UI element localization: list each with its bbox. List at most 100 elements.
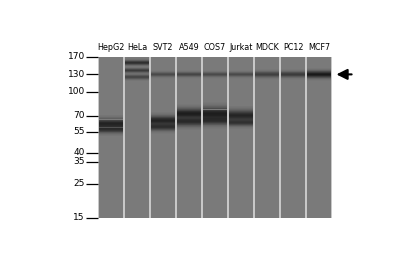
Bar xyxy=(99,127,123,128)
Bar xyxy=(151,121,175,122)
Bar xyxy=(151,128,175,129)
Bar xyxy=(177,57,201,218)
Bar xyxy=(99,123,123,124)
Bar xyxy=(151,119,175,120)
Bar xyxy=(177,112,201,113)
Bar xyxy=(177,123,201,124)
Bar xyxy=(203,105,227,106)
Text: 130: 130 xyxy=(68,70,85,79)
Bar xyxy=(203,106,227,107)
Bar xyxy=(281,57,305,218)
Bar xyxy=(203,103,227,104)
Bar xyxy=(255,57,279,218)
Bar xyxy=(151,57,175,218)
Bar xyxy=(203,118,227,119)
Text: Jurkat: Jurkat xyxy=(229,43,253,52)
Text: HeLa: HeLa xyxy=(127,43,147,52)
Bar xyxy=(177,116,201,117)
Bar xyxy=(229,107,253,108)
Bar xyxy=(203,123,227,124)
Bar xyxy=(177,119,201,120)
Bar xyxy=(99,121,123,122)
Bar xyxy=(151,117,175,118)
Bar xyxy=(151,118,175,119)
Bar xyxy=(203,124,227,125)
Bar xyxy=(99,57,123,218)
Bar xyxy=(99,128,123,129)
Bar xyxy=(177,118,201,119)
Bar xyxy=(177,111,201,112)
Bar xyxy=(177,125,201,126)
Text: PC12: PC12 xyxy=(283,43,303,52)
Bar xyxy=(229,114,253,115)
Bar xyxy=(177,126,201,127)
Text: COS7: COS7 xyxy=(204,43,226,52)
Bar xyxy=(203,112,227,113)
Bar xyxy=(177,114,201,115)
Bar xyxy=(203,119,227,120)
Bar xyxy=(229,121,253,122)
Bar xyxy=(151,114,175,115)
Bar xyxy=(177,117,201,118)
Bar xyxy=(203,121,227,122)
Bar xyxy=(177,120,201,121)
Bar xyxy=(203,115,227,116)
Bar xyxy=(203,57,227,218)
Bar xyxy=(99,115,123,116)
Bar xyxy=(177,109,201,110)
Text: 25: 25 xyxy=(73,179,85,188)
Bar xyxy=(99,131,123,132)
Bar xyxy=(229,117,253,118)
Bar xyxy=(177,121,201,122)
Bar xyxy=(98,57,332,218)
Bar xyxy=(177,119,201,120)
Bar xyxy=(177,121,201,122)
Bar xyxy=(203,112,227,113)
Bar xyxy=(177,107,201,108)
Bar xyxy=(177,116,201,117)
Bar xyxy=(203,122,227,123)
Bar xyxy=(229,120,253,121)
Bar xyxy=(229,106,253,107)
Bar xyxy=(203,107,227,108)
Bar xyxy=(177,115,201,116)
Bar xyxy=(151,127,175,128)
Bar xyxy=(151,115,175,116)
Bar xyxy=(125,57,149,218)
Bar xyxy=(151,126,175,127)
Bar xyxy=(203,116,227,117)
Bar xyxy=(203,120,227,121)
Bar xyxy=(99,126,123,127)
Bar xyxy=(177,117,201,118)
Bar xyxy=(151,124,175,125)
Text: 55: 55 xyxy=(73,127,85,136)
Bar xyxy=(151,125,175,126)
Bar xyxy=(203,108,227,109)
Text: 40: 40 xyxy=(73,148,85,157)
Bar xyxy=(99,117,123,118)
Bar xyxy=(203,127,227,128)
Bar xyxy=(177,114,201,115)
Bar xyxy=(203,113,227,114)
Bar xyxy=(99,119,123,120)
Bar xyxy=(203,118,227,119)
Bar xyxy=(229,116,253,117)
Bar xyxy=(203,120,227,121)
Text: 70: 70 xyxy=(73,111,85,120)
Bar xyxy=(203,128,227,129)
Bar xyxy=(229,57,253,218)
Bar xyxy=(229,122,253,123)
Bar xyxy=(203,104,227,105)
Bar xyxy=(177,105,201,106)
Bar xyxy=(177,128,201,129)
Bar xyxy=(203,110,227,111)
Bar xyxy=(203,111,227,112)
Bar xyxy=(151,112,175,113)
Text: HepG2: HepG2 xyxy=(97,43,125,52)
Bar xyxy=(203,121,227,122)
Bar xyxy=(307,57,331,218)
Bar xyxy=(203,125,227,126)
Bar xyxy=(203,117,227,118)
Bar xyxy=(99,120,123,121)
Text: 170: 170 xyxy=(68,52,85,61)
